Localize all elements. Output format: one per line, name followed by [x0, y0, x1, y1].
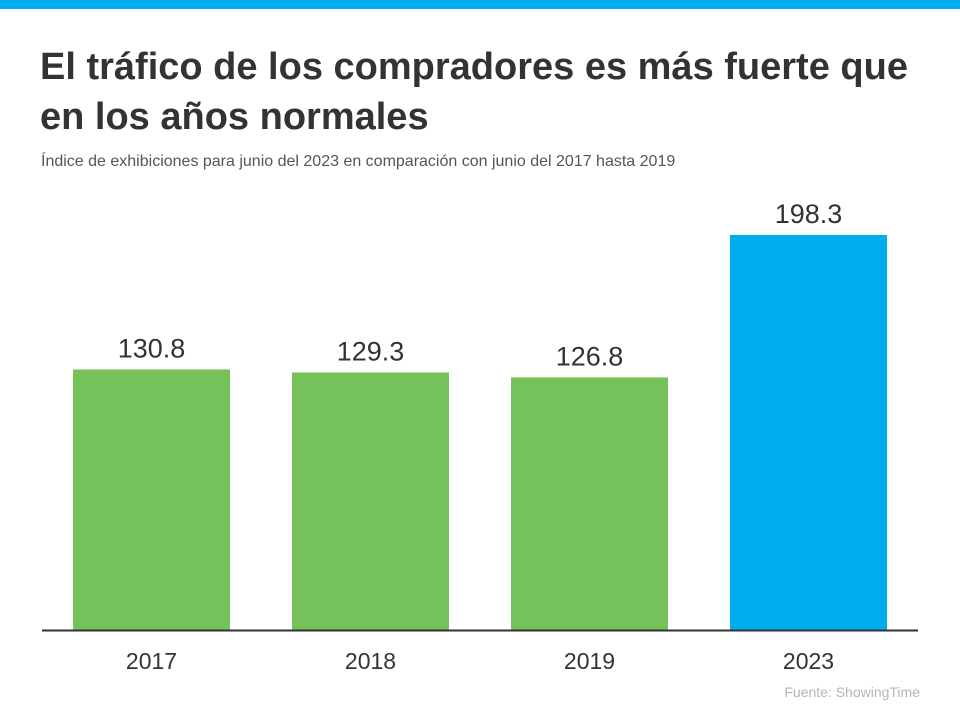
top-accent-bar [0, 0, 960, 9]
source-note: Fuente: ShowingTime [784, 684, 920, 700]
data-label-2017: 130.8 [118, 333, 186, 363]
x-tick-label-2019: 2019 [564, 648, 615, 674]
data-label-2018: 129.3 [337, 336, 405, 366]
bar-2017 [73, 369, 230, 630]
chart-subtitle: Índice de exhibiciones para junio del 20… [41, 153, 676, 170]
chart-title: El tráfico de los compradores es más fue… [40, 46, 908, 138]
data-label-2019: 126.8 [556, 341, 624, 371]
bar-2023 [730, 235, 887, 630]
data-label-2023: 198.3 [775, 199, 843, 229]
x-tick-label-2017: 2017 [126, 648, 177, 674]
bar-2019 [511, 377, 668, 630]
bar-2018 [292, 372, 449, 630]
x-tick-label-2018: 2018 [345, 648, 396, 674]
x-tick-label-2023: 2023 [783, 648, 834, 674]
